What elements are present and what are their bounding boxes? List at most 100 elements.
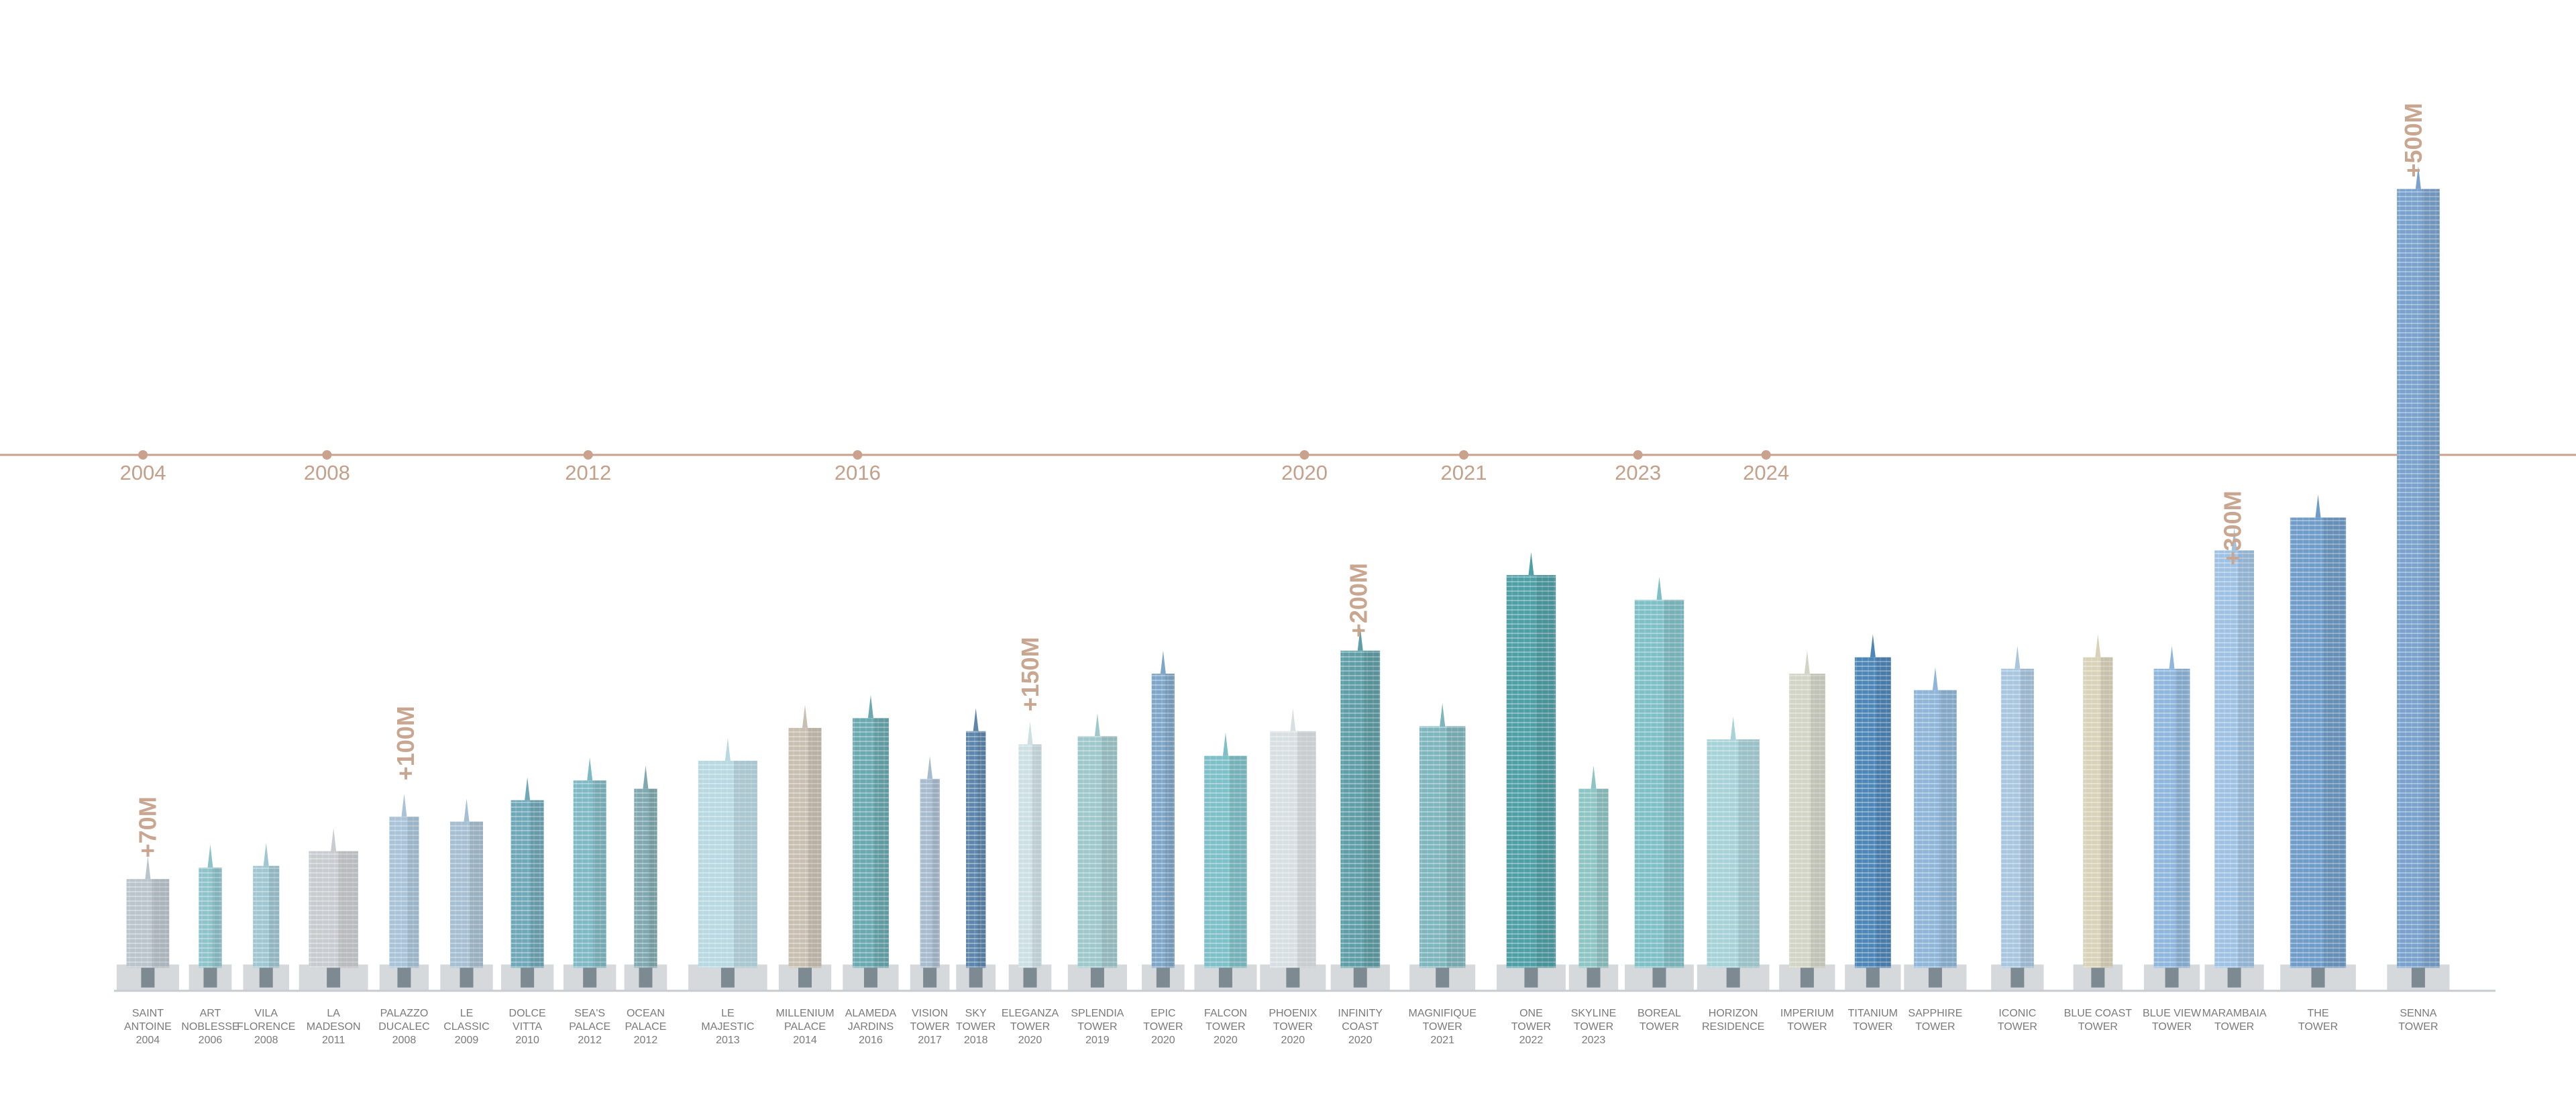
- tower-entrance: [798, 967, 812, 988]
- tower-columns: [1340, 650, 1381, 968]
- tower: [189, 844, 232, 991]
- tower-label: MARAMBAIA TOWER: [2184, 1007, 2285, 1034]
- tower-shade: [1939, 690, 1957, 968]
- tower-columns: [2397, 189, 2440, 968]
- tower-shade: [1297, 731, 1316, 968]
- timeline-year: 2023: [1615, 461, 1661, 484]
- timeline-dot: [583, 450, 593, 460]
- tower-spire: [1440, 703, 1446, 727]
- tower: [2387, 166, 2450, 991]
- tower-columns: [853, 718, 889, 968]
- tower-shade: [1364, 650, 1381, 968]
- tower-spire: [1160, 650, 1166, 674]
- tower-name: ICONIC TOWER: [1997, 1008, 2037, 1033]
- tower-shade: [733, 760, 757, 968]
- tower-spire: [2315, 494, 2321, 518]
- tower-name: SKY TOWER: [956, 1008, 996, 1033]
- tower-name: LE MAJESTIC: [701, 1008, 755, 1033]
- tower-spire: [1357, 627, 1363, 651]
- tower-spire: [973, 708, 979, 731]
- tower-label: ICONIC TOWER: [1967, 1007, 2068, 1034]
- milestone-label: +200M: [1345, 563, 1373, 637]
- tower: [2280, 494, 2356, 991]
- tower-year: 2012: [578, 1035, 602, 1047]
- tower-columns: [920, 778, 940, 968]
- tower-spire: [1290, 708, 1296, 731]
- tower-year: 2018: [963, 1035, 988, 1047]
- tower-label: SAPPHIRE TOWER: [1885, 1007, 1986, 1034]
- tower-entrance: [2165, 967, 2179, 988]
- tower: [1845, 634, 1901, 991]
- tower-entrance: [259, 967, 273, 988]
- tower-entrance: [720, 967, 735, 988]
- tower-spire: [2015, 645, 2021, 669]
- tower-columns: [309, 851, 358, 968]
- tower-columns: [634, 788, 657, 968]
- tower-columns: [1578, 788, 1609, 968]
- tower-columns: [1419, 726, 1466, 968]
- tower-name: VILA FLORENCE: [237, 1008, 296, 1033]
- tower-shade: [338, 851, 358, 968]
- tower-label: MILLENIUM PALACE 2014: [755, 1007, 855, 1047]
- tower-label: PHOENIX TOWER 2020: [1242, 1007, 1343, 1047]
- tower-shade: [1032, 744, 1042, 968]
- tower-label: IMPERIUM TOWER: [1757, 1007, 1858, 1034]
- tower-spire: [1528, 552, 1534, 576]
- tower-year: 2023: [1581, 1035, 1606, 1047]
- timeline-dot: [1459, 450, 1469, 460]
- tower-name: MARAMBAIA TOWER: [2202, 1008, 2267, 1033]
- tower-spire: [2169, 645, 2175, 669]
- tower-name: BOREAL TOWER: [1638, 1008, 1681, 1033]
- tower-year: 2008: [254, 1035, 278, 1047]
- tower-shade: [407, 817, 419, 968]
- tower-spire: [587, 757, 593, 781]
- tower-year: 2006: [198, 1035, 223, 1047]
- tower-shade: [1876, 657, 1891, 968]
- milestone-label: +300M: [2218, 490, 2246, 565]
- tower-spire: [1591, 766, 1597, 789]
- timeline-year: 2008: [304, 461, 350, 484]
- tower-spire: [724, 737, 731, 761]
- tower: [1625, 576, 1694, 991]
- tower-entrance: [1286, 967, 1300, 988]
- tower-columns: [1634, 599, 1684, 968]
- tower-name: ART NOBLESSE: [181, 1008, 239, 1033]
- tower-label: VILA FLORENCE 2008: [216, 1007, 317, 1047]
- tower-label: SKYLINE TOWER 2023: [1544, 1007, 1644, 1047]
- milestone-label: +500M: [2400, 103, 2427, 177]
- tower-entrance: [141, 967, 155, 988]
- tower: [1330, 627, 1390, 991]
- timeline-year: 2004: [120, 461, 166, 484]
- tower-name: LA MADESON: [306, 1008, 361, 1033]
- tower-name: PALAZZO DUCALEC: [378, 1008, 430, 1033]
- tower-spire: [1804, 650, 1810, 674]
- tower-name: MILLENIUM PALACE: [775, 1008, 835, 1033]
- tower-name: IMPERIUM TOWER: [1780, 1008, 1834, 1033]
- tower-columns: [1854, 657, 1891, 968]
- tower-entrance: [863, 967, 877, 988]
- tower-name: BLUE COAST TOWER: [2063, 1008, 2133, 1033]
- tower-label: BLUE COAST TOWER: [2047, 1007, 2148, 1034]
- tower-year: 2019: [1085, 1035, 1110, 1047]
- tower-name: ALAMEDA JARDINS: [845, 1008, 897, 1033]
- tower-spire: [331, 828, 337, 851]
- tower-shade: [531, 800, 544, 968]
- tower-spire: [145, 855, 151, 880]
- tower-shade: [1230, 755, 1247, 968]
- tower-label: LE MAJESTIC 2013: [678, 1007, 778, 1047]
- tower-spire: [2095, 634, 2101, 658]
- tower: [564, 757, 616, 991]
- tower: [299, 828, 368, 991]
- tower: [688, 737, 767, 991]
- tower-entrance: [1436, 967, 1450, 988]
- tower-shade: [2238, 550, 2254, 968]
- tower-columns: [698, 760, 757, 968]
- tower-label: OCEAN PALACE 2012: [595, 1007, 696, 1047]
- tower-name: LE CLASSIC: [443, 1008, 490, 1033]
- tower-spire: [1222, 733, 1228, 756]
- tower-entrance: [1353, 967, 1367, 988]
- tower-entrance: [203, 967, 217, 988]
- tower-columns: [1018, 744, 1042, 968]
- tower-label: ALAMEDA JARDINS 2016: [820, 1007, 921, 1047]
- tower-year: 2008: [392, 1035, 417, 1047]
